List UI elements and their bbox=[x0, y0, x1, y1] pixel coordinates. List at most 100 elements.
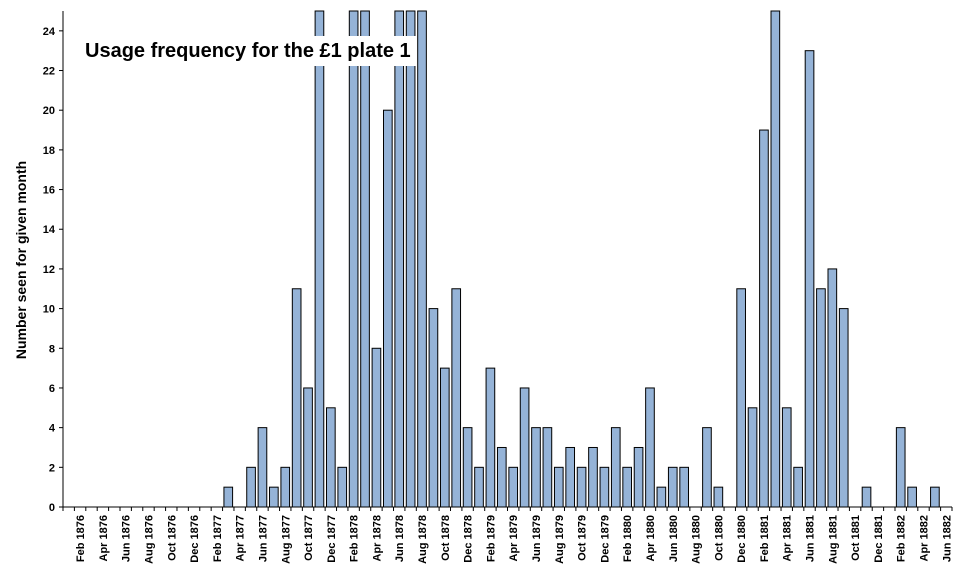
bar bbox=[576, 466, 587, 508]
x-tick-label: Jun 1881 bbox=[805, 515, 817, 562]
x-tick-label: Apr 1879 bbox=[508, 515, 520, 561]
x-tick-label: Apr 1878 bbox=[371, 515, 383, 561]
bar bbox=[565, 446, 576, 508]
x-tick-label: Feb 1877 bbox=[212, 515, 224, 562]
bar bbox=[417, 10, 427, 508]
bar bbox=[804, 50, 815, 508]
x-tick-label: Feb 1878 bbox=[349, 515, 361, 562]
bar bbox=[508, 466, 519, 508]
x-tick-label: Aug 1877 bbox=[280, 515, 292, 564]
x-tick-label: Aug 1881 bbox=[827, 515, 839, 564]
bar bbox=[781, 407, 792, 508]
bar bbox=[610, 427, 621, 508]
bar bbox=[348, 10, 359, 508]
bar bbox=[633, 446, 644, 508]
bar bbox=[656, 486, 667, 508]
bar bbox=[326, 407, 336, 508]
bar bbox=[793, 466, 803, 508]
x-tick-label: Dec 1877 bbox=[326, 515, 338, 563]
x-tick-label: Oct 1881 bbox=[850, 515, 862, 561]
bar bbox=[405, 10, 416, 508]
x-tick-label: Dec 1881 bbox=[873, 515, 885, 563]
bar bbox=[827, 268, 838, 508]
bar bbox=[428, 308, 439, 508]
bar bbox=[816, 288, 826, 508]
bar bbox=[736, 288, 746, 508]
x-tick-label: Aug 1880 bbox=[691, 515, 703, 564]
bar bbox=[679, 466, 689, 508]
x-tick-label: Feb 1882 bbox=[896, 515, 908, 562]
bar bbox=[257, 427, 268, 508]
bar bbox=[770, 10, 781, 508]
bar bbox=[702, 427, 712, 508]
bar bbox=[223, 486, 234, 508]
y-tick-label: 0 bbox=[49, 502, 55, 514]
bar bbox=[474, 466, 484, 508]
x-tick-label: Apr 1881 bbox=[782, 515, 794, 561]
x-tick-label: Aug 1878 bbox=[417, 515, 429, 564]
y-tick-label: 18 bbox=[43, 145, 55, 157]
bar bbox=[280, 466, 291, 508]
bar bbox=[451, 288, 462, 508]
bar bbox=[303, 387, 313, 508]
bar bbox=[553, 466, 564, 508]
bar bbox=[462, 427, 473, 508]
x-tick-label: Oct 1879 bbox=[577, 515, 589, 561]
bar bbox=[314, 10, 325, 508]
bar bbox=[394, 10, 405, 508]
x-tick-label: Apr 1882 bbox=[919, 515, 931, 561]
bar bbox=[485, 367, 496, 508]
x-tick-label: Oct 1880 bbox=[713, 515, 725, 561]
x-tick-label: Oct 1876 bbox=[166, 515, 178, 561]
x-tick-label: Feb 1880 bbox=[622, 515, 634, 562]
bar bbox=[599, 466, 610, 508]
y-tick-label: 8 bbox=[49, 343, 55, 355]
bar bbox=[542, 427, 553, 508]
y-tick-label: 24 bbox=[43, 26, 56, 38]
x-tick-label: Feb 1881 bbox=[759, 515, 771, 562]
bar bbox=[861, 486, 872, 508]
bar bbox=[588, 446, 598, 508]
x-tick-label: Feb 1876 bbox=[75, 515, 87, 562]
bar bbox=[269, 486, 279, 508]
y-tick-label: 12 bbox=[43, 264, 55, 276]
x-tick-label: Dec 1880 bbox=[736, 515, 748, 563]
bar bbox=[895, 427, 906, 508]
y-tick-label: 20 bbox=[43, 105, 55, 117]
bars-group bbox=[223, 10, 940, 508]
bar bbox=[496, 446, 507, 508]
bar bbox=[360, 10, 370, 508]
x-tick-label: Jun 1880 bbox=[668, 515, 680, 562]
bar bbox=[337, 466, 348, 508]
y-tick-label: 6 bbox=[49, 383, 55, 395]
x-tick-label: Jun 1876 bbox=[121, 515, 133, 562]
x-tick-label: Aug 1876 bbox=[143, 515, 155, 564]
y-tick-label: 2 bbox=[49, 462, 55, 474]
y-tick-label: 14 bbox=[43, 224, 56, 236]
bar bbox=[747, 407, 758, 508]
bar bbox=[383, 109, 393, 508]
bar bbox=[667, 466, 678, 508]
bar bbox=[759, 129, 769, 508]
x-tick-label: Dec 1878 bbox=[463, 515, 475, 563]
bar bbox=[713, 486, 724, 508]
x-tick-label: Apr 1877 bbox=[235, 515, 247, 561]
y-tick-label: 16 bbox=[43, 185, 55, 197]
bar bbox=[622, 466, 633, 508]
x-tick-label: Jun 1877 bbox=[257, 515, 269, 562]
bar bbox=[291, 288, 302, 508]
y-tick-label: 10 bbox=[43, 304, 55, 316]
x-tick-label: Oct 1877 bbox=[303, 515, 315, 561]
x-tick-label: Apr 1876 bbox=[98, 515, 110, 561]
x-tick-label: Oct 1878 bbox=[440, 515, 452, 561]
x-tick-label: Dec 1876 bbox=[189, 515, 201, 563]
y-tick-label: 4 bbox=[49, 423, 56, 435]
bar bbox=[930, 486, 940, 508]
x-tick-label: Jun 1878 bbox=[394, 515, 406, 562]
x-axis: Feb 1876 Apr 1876 Jun 1876 Aug 1876 Oct 1876… bbox=[62, 507, 953, 564]
x-tick-label: Apr 1880 bbox=[645, 515, 657, 561]
bar bbox=[246, 466, 256, 508]
bar bbox=[838, 308, 849, 508]
